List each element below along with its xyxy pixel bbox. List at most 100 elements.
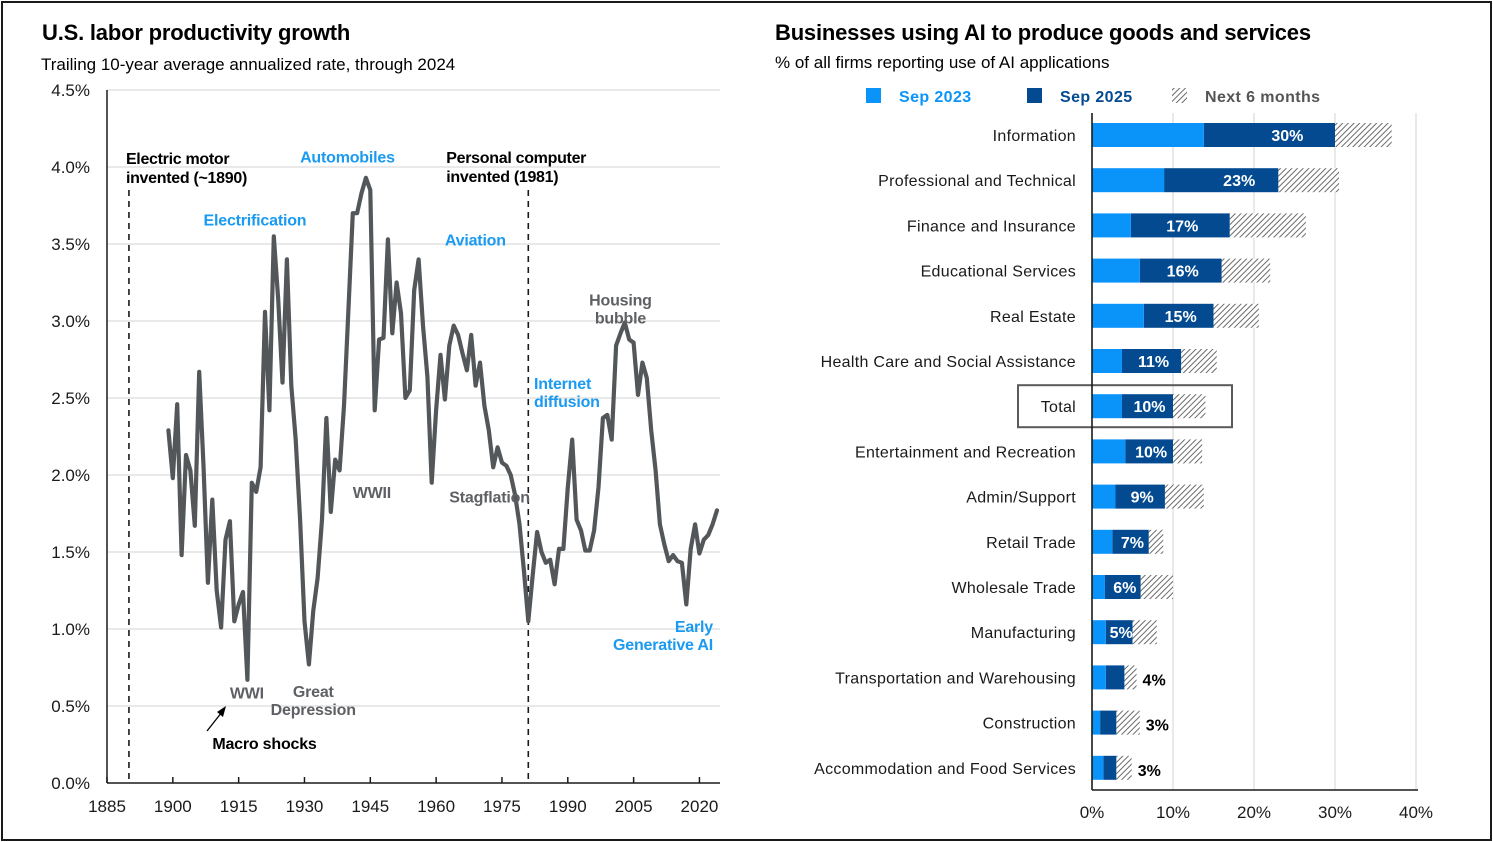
- annotation-label: Electrification: [204, 213, 307, 230]
- x-tick-label: 10%: [1156, 803, 1190, 822]
- bar-row: Construction 3%: [983, 710, 1169, 735]
- y-tick-label: 0.5%: [51, 697, 90, 716]
- bar-sep-2025: [1143, 303, 1214, 328]
- bar-next-6-months: [1335, 123, 1392, 147]
- data-label: 4%: [1143, 672, 1166, 689]
- bar-sep-2025: [1105, 620, 1133, 645]
- bar-next-6-months: [1116, 710, 1140, 735]
- event-label: Electric motor: [126, 151, 229, 168]
- bar-sep-2025: [1112, 529, 1149, 554]
- category-label: Health Care and Social Assistance: [821, 354, 1076, 371]
- bar-sep-2025: [1125, 439, 1173, 464]
- annotation-label: Great: [293, 684, 335, 701]
- bar-row: Wholesale Trade 6%: [951, 575, 1173, 599]
- bar-next-6-months: [1164, 484, 1204, 509]
- data-label: 3%: [1138, 763, 1161, 780]
- bar-sep-2025: [1164, 168, 1279, 193]
- y-tick-label: 3.5%: [51, 235, 90, 254]
- x-tick-label: 1945: [351, 797, 389, 816]
- y-tick-label: 4.0%: [51, 158, 90, 177]
- bar-row: Manufacturing 5%: [971, 620, 1157, 645]
- bar-sep-2025: [1103, 755, 1117, 780]
- annotation-label: Macro shocks: [212, 736, 317, 753]
- right-chart-subtitle: % of all firms reporting use of AI appli…: [775, 53, 1110, 72]
- x-tick-label: 1990: [549, 797, 587, 816]
- y-tick-label: 3.0%: [51, 312, 90, 331]
- x-tick-label: 1915: [220, 797, 258, 816]
- bar-sep-2023: [1092, 575, 1105, 599]
- bar-sep-2023: [1092, 439, 1126, 464]
- annotation-label: Depression: [271, 702, 356, 719]
- category-label: Educational Services: [921, 264, 1076, 281]
- data-label: 16%: [1167, 264, 1199, 281]
- bar-sep-2023: [1092, 620, 1106, 645]
- bar-sep-2023: [1092, 213, 1131, 238]
- bar-sep-2023: [1092, 755, 1104, 780]
- category-label: Total: [1041, 399, 1076, 416]
- bar-row: Finance and Insurance 17%: [907, 213, 1306, 238]
- x-tick-label: 1900: [154, 797, 192, 816]
- y-tick-label: 2.5%: [51, 389, 90, 408]
- y-tick-label: 1.0%: [51, 620, 90, 639]
- legend-label: Sep 2023: [899, 89, 972, 106]
- category-label: Real Estate: [990, 309, 1076, 326]
- legend-swatch-icon: [1027, 88, 1042, 103]
- data-label: 6%: [1113, 580, 1136, 597]
- annotation-label: Housing: [589, 293, 652, 310]
- x-tick-label: 1930: [286, 797, 324, 816]
- y-tick-label: 0.0%: [51, 774, 90, 793]
- annotation-label: diffusion: [534, 394, 600, 411]
- category-label: Accommodation and Food Services: [814, 761, 1076, 778]
- bar-next-6-months: [1229, 213, 1306, 238]
- annotation-label: bubble: [595, 311, 647, 328]
- bar-sep-2025: [1115, 484, 1165, 509]
- bar-sep-2023: [1092, 529, 1113, 554]
- x-tick-label: 40%: [1399, 803, 1433, 822]
- productivity-series-line: [166, 175, 720, 682]
- data-label: 30%: [1271, 128, 1303, 145]
- x-tick-label: 0%: [1080, 803, 1105, 822]
- category-label: Finance and Insurance: [907, 218, 1076, 235]
- annotation-label: Early: [675, 619, 713, 636]
- bar-row: Health Care and Social Assistance 11%: [821, 349, 1217, 373]
- annotation-label: Stagflation: [449, 490, 529, 507]
- total-highlight-box: [1017, 384, 1233, 429]
- bar-next-6-months: [1140, 575, 1173, 599]
- legend-label: Next 6 months: [1205, 89, 1320, 106]
- annotation-label: Automobiles: [300, 149, 395, 166]
- bar-next-6-months: [1173, 394, 1206, 419]
- event-label: invented (1981): [446, 169, 558, 186]
- bar-row: Real Estate 15%: [990, 303, 1259, 328]
- category-label: Retail Trade: [986, 535, 1076, 552]
- x-tick-label: 2005: [615, 797, 653, 816]
- bar-row: Total 10%: [1017, 384, 1233, 429]
- annotation-label: WWII: [353, 485, 391, 502]
- x-tick-label: 20%: [1237, 803, 1271, 822]
- annotation-label: Internet: [534, 376, 592, 393]
- annotation-label: WWI: [230, 685, 264, 702]
- bar-sep-2023: [1092, 123, 1204, 147]
- x-tick-label: 1885: [88, 797, 126, 816]
- legend-swatch-icon: [866, 88, 881, 103]
- category-label: Entertainment and Recreation: [855, 444, 1076, 461]
- bar-next-6-months: [1213, 303, 1259, 328]
- y-tick-label: 1.5%: [51, 543, 90, 562]
- bar-sep-2023: [1092, 665, 1106, 690]
- bar-row: Retail Trade 7%: [986, 529, 1164, 554]
- event-label: Personal computer: [446, 150, 586, 167]
- x-tick-label: 2020: [681, 797, 719, 816]
- data-label: 11%: [1138, 354, 1169, 371]
- legend-item: Sep 2025: [1027, 88, 1132, 106]
- data-label: 15%: [1165, 309, 1197, 326]
- bar-row: Educational Services 16%: [921, 258, 1271, 283]
- bar-row: Accommodation and Food Services 3%: [814, 755, 1161, 780]
- data-label: 10%: [1133, 399, 1165, 416]
- data-label: 17%: [1166, 218, 1198, 235]
- legend-item: Sep 2023: [866, 88, 972, 106]
- bar-next-6-months: [1124, 665, 1137, 690]
- annotation-label: Aviation: [445, 233, 506, 250]
- bar-next-6-months: [1132, 620, 1157, 645]
